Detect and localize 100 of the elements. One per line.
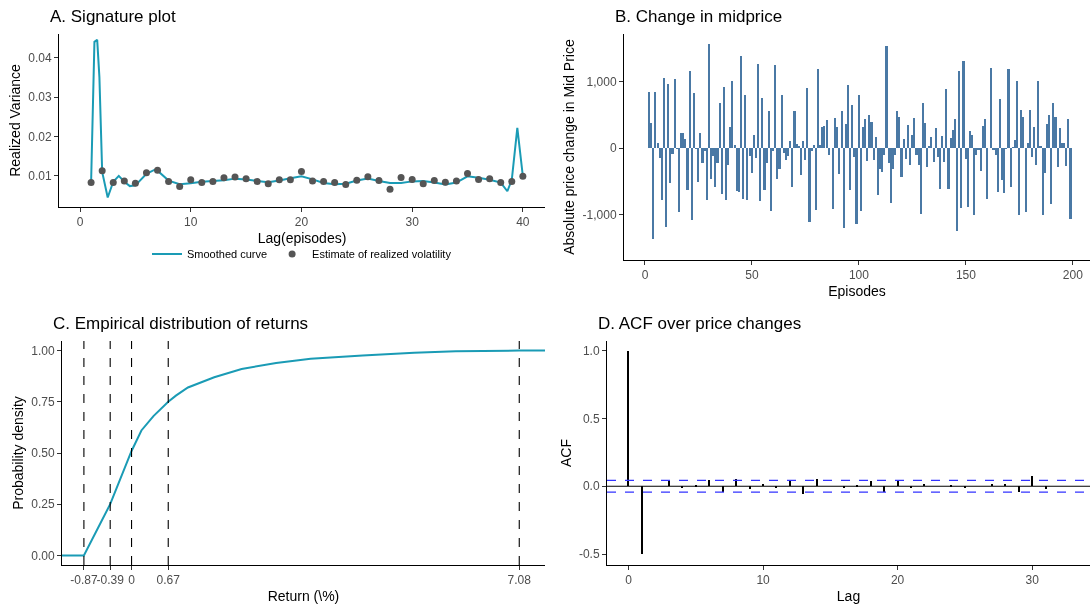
x-tick-label: 30 (1025, 573, 1040, 588)
bar (686, 148, 689, 190)
y-tick-label: 0.02 (28, 129, 52, 144)
bar (721, 148, 723, 194)
bar (804, 148, 806, 160)
x-tick-label: 0 (128, 573, 136, 588)
point (430, 177, 438, 185)
y-tick-label: 0 (609, 141, 617, 156)
bar (719, 103, 721, 148)
bar (954, 119, 956, 148)
bar (674, 79, 676, 148)
bar (849, 148, 851, 190)
point (198, 179, 206, 187)
x-tick-label: 10 (184, 215, 198, 230)
bar (755, 148, 757, 158)
bar (890, 148, 892, 203)
y-axis-title: ACF (557, 439, 574, 467)
bar (1010, 148, 1012, 187)
bar (832, 148, 834, 209)
x-tick-label: 0.67 (156, 573, 181, 588)
bar (864, 119, 866, 148)
bar (896, 111, 898, 148)
bar (1042, 148, 1044, 215)
bar (652, 148, 654, 239)
bar (875, 137, 877, 148)
x-tick-label: 50 (745, 268, 759, 283)
point (441, 178, 449, 186)
bar (933, 148, 935, 162)
bar (943, 148, 945, 162)
bar (860, 148, 862, 211)
x-axis-title: Lag(episodes) (257, 229, 347, 246)
bar (808, 148, 811, 222)
point (475, 175, 483, 183)
point (364, 173, 372, 181)
bar (1067, 119, 1069, 148)
point (320, 177, 328, 185)
bar (958, 71, 960, 148)
point (253, 177, 261, 185)
bar (868, 115, 870, 148)
point (275, 176, 283, 184)
bar (1016, 81, 1018, 148)
line-series (62, 349, 545, 557)
bar (751, 148, 753, 173)
point (297, 168, 305, 176)
x-tick-label: 0 (641, 268, 649, 283)
x-tick-label: -0.39 (96, 573, 125, 588)
y-tick-label: 0.01 (28, 169, 52, 184)
bar (903, 139, 905, 148)
bar (873, 148, 875, 160)
point (209, 177, 217, 185)
bar (723, 87, 725, 148)
y-tick-label: -0.5 (578, 547, 600, 562)
bar (930, 137, 932, 148)
point (486, 175, 494, 183)
legend-label: Smoothed curve (187, 248, 268, 261)
bar (913, 118, 915, 148)
bar (967, 148, 969, 207)
x-tick-label: 200 (1062, 268, 1084, 283)
bar (714, 148, 716, 187)
chart-title: D. ACF over price changes (598, 314, 802, 333)
point (98, 167, 106, 175)
bar (935, 128, 937, 148)
bar (800, 148, 802, 175)
point (508, 177, 516, 185)
bar (843, 148, 845, 228)
y-tick-label: 0.00 (31, 548, 55, 563)
bar (665, 148, 667, 227)
point (264, 180, 272, 188)
bar (648, 92, 650, 148)
bar (962, 61, 965, 148)
x-tick-label: 100 (848, 268, 870, 283)
y-tick-label: 1.0 (582, 343, 600, 358)
bar (654, 92, 656, 148)
y-tick-label: 0.75 (31, 395, 55, 410)
bar (787, 148, 789, 156)
point (342, 181, 350, 189)
bar (997, 148, 999, 192)
bar (847, 85, 849, 148)
y-tick-label: 0.04 (28, 50, 52, 65)
point (142, 169, 150, 177)
bar (759, 148, 761, 201)
x-axis-title: Episodes (828, 282, 886, 299)
bar (838, 148, 840, 174)
point (419, 180, 427, 188)
point (309, 177, 317, 185)
bar (858, 95, 860, 148)
y-tick-label: 0.5 (582, 411, 600, 426)
bar (817, 69, 819, 148)
bar (1025, 148, 1027, 212)
bar (920, 148, 922, 214)
y-tick-label: 1,000 (586, 74, 617, 89)
bar (1035, 148, 1037, 165)
x-tick-label: 0 (76, 215, 84, 230)
bar (791, 148, 793, 187)
point (375, 177, 383, 185)
bar (757, 64, 759, 148)
bar (980, 148, 982, 171)
point (87, 179, 95, 187)
x-tick-label: 30 (405, 215, 420, 230)
bar (1003, 148, 1005, 193)
